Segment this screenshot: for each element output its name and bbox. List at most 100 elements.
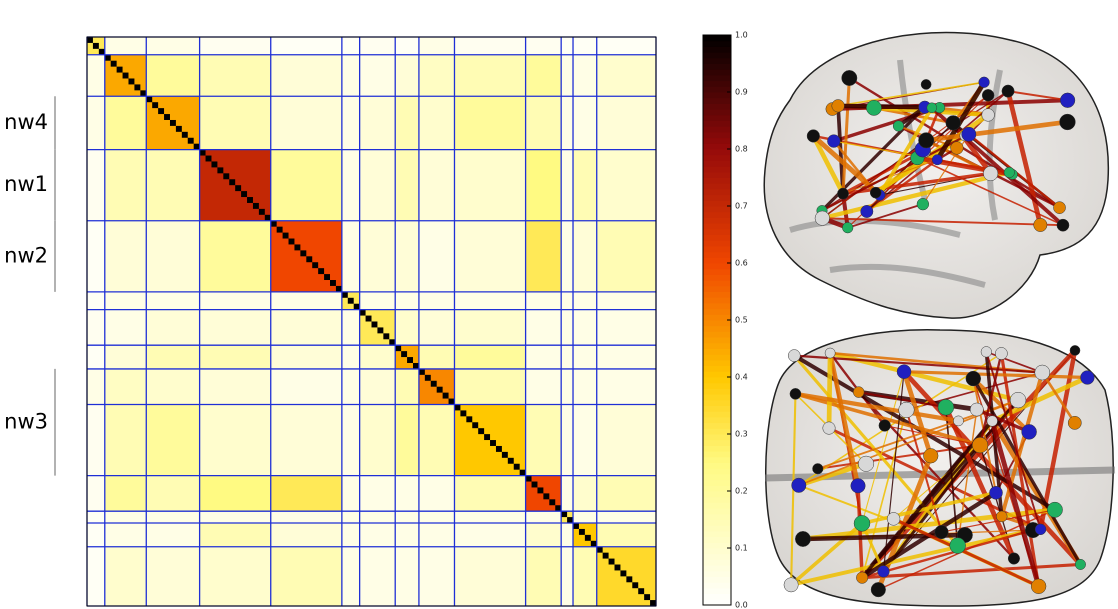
diagonal-cell — [176, 126, 182, 132]
brain-node — [1010, 392, 1026, 408]
diagonal-cell — [134, 84, 140, 90]
diagonal-cell — [502, 452, 508, 458]
colorbar-step — [703, 195, 731, 201]
matrix-block — [87, 369, 105, 405]
matrix-block — [526, 310, 562, 346]
annotation-label: nw3 — [4, 409, 48, 433]
brain-node — [921, 79, 931, 89]
matrix-block — [419, 221, 455, 292]
diagonal-cell — [128, 78, 134, 84]
colorbar-step — [703, 292, 731, 298]
colorbar-step — [703, 366, 731, 372]
brain-node — [1047, 502, 1062, 517]
matrix-block — [526, 345, 562, 369]
brain-node — [788, 350, 800, 362]
diagonal-cell — [561, 511, 567, 517]
matrix-block — [105, 221, 146, 292]
colorbar-step — [703, 109, 731, 115]
colorbar-step — [703, 121, 731, 127]
colorbar-step — [703, 371, 731, 377]
matrix-block — [526, 511, 562, 523]
matrix-block — [360, 345, 396, 369]
matrix-block — [342, 345, 360, 369]
diagonal-cell — [188, 138, 194, 144]
matrix-block — [561, 523, 573, 547]
matrix-block — [342, 96, 360, 149]
colorbar-step — [703, 246, 731, 252]
matrix-block — [87, 523, 105, 547]
colorbar-step — [703, 138, 731, 144]
brain-node — [887, 512, 900, 525]
colorbar-step — [703, 178, 731, 184]
brain-node — [813, 463, 824, 474]
brain-node — [1080, 371, 1094, 385]
matrix-block — [271, 476, 342, 512]
brain-node — [995, 347, 1007, 359]
brain-node — [1002, 85, 1014, 97]
diagonal-cell — [490, 440, 496, 446]
brain-node — [879, 420, 891, 432]
brain-node — [1035, 524, 1046, 535]
brain-node — [951, 142, 964, 155]
brain-node — [981, 347, 992, 358]
matrix-block — [271, 37, 342, 55]
colorbar-step — [703, 383, 731, 389]
brain-edge — [829, 353, 830, 428]
matrix-block — [271, 96, 342, 149]
diagonal-cell — [431, 381, 437, 387]
colorbar-step — [703, 69, 731, 75]
diagonal-cell — [211, 161, 217, 167]
matrix-block — [271, 404, 342, 475]
brain-node — [972, 437, 988, 453]
matrix-block — [419, 37, 455, 55]
brain-node — [858, 456, 874, 472]
matrix-block — [146, 511, 199, 523]
colorbar-step — [703, 64, 731, 70]
colorbar-step — [703, 269, 731, 275]
brain-node — [1060, 93, 1075, 108]
matrix-block — [105, 404, 146, 475]
colorbar-step — [703, 434, 731, 440]
matrix-block — [454, 476, 525, 512]
colorbar-step — [703, 286, 731, 292]
matrix-block — [360, 55, 396, 96]
brain-node — [970, 403, 983, 416]
diagonal-cell — [460, 410, 466, 416]
diagonal-cell — [200, 150, 206, 156]
matrix-block — [105, 150, 146, 221]
colorbar-step — [703, 212, 731, 218]
colorbar-tick-label: 0.6 — [735, 259, 748, 268]
matrix-block — [271, 511, 342, 523]
matrix-block — [526, 292, 562, 310]
matrix-block — [561, 292, 573, 310]
matrix-block — [454, 292, 525, 310]
diagonal-cell — [117, 67, 123, 73]
colorbar-step — [703, 360, 731, 366]
diagonal-cell — [342, 292, 348, 298]
brain-node — [1053, 202, 1065, 214]
annotation-label: nw2 — [4, 243, 48, 267]
matrix-block — [573, 310, 597, 346]
diagonal-cell — [615, 565, 621, 571]
matrix-block — [454, 345, 525, 369]
brain-node — [946, 116, 961, 131]
matrix-block — [360, 547, 396, 606]
matrix-block — [395, 37, 419, 55]
diagonal-cell — [395, 345, 401, 351]
matrix-block — [200, 37, 271, 55]
matrix-block — [561, 221, 573, 292]
diagonal-cell — [330, 280, 336, 286]
colorbar: 0.00.10.20.30.40.50.60.70.80.91.0 — [703, 31, 748, 609]
brain-node — [938, 399, 954, 415]
matrix-block — [200, 523, 271, 547]
brain-node — [917, 198, 929, 210]
colorbar-step — [703, 132, 731, 138]
colorbar-step — [703, 577, 731, 583]
matrix-block — [395, 310, 419, 346]
brain-node — [795, 531, 810, 546]
diagonal-cell — [354, 304, 360, 310]
colorbar-step — [703, 166, 731, 172]
diagonal-cell — [324, 274, 330, 280]
colorbar-step — [703, 388, 731, 394]
brain-node — [989, 486, 1002, 499]
